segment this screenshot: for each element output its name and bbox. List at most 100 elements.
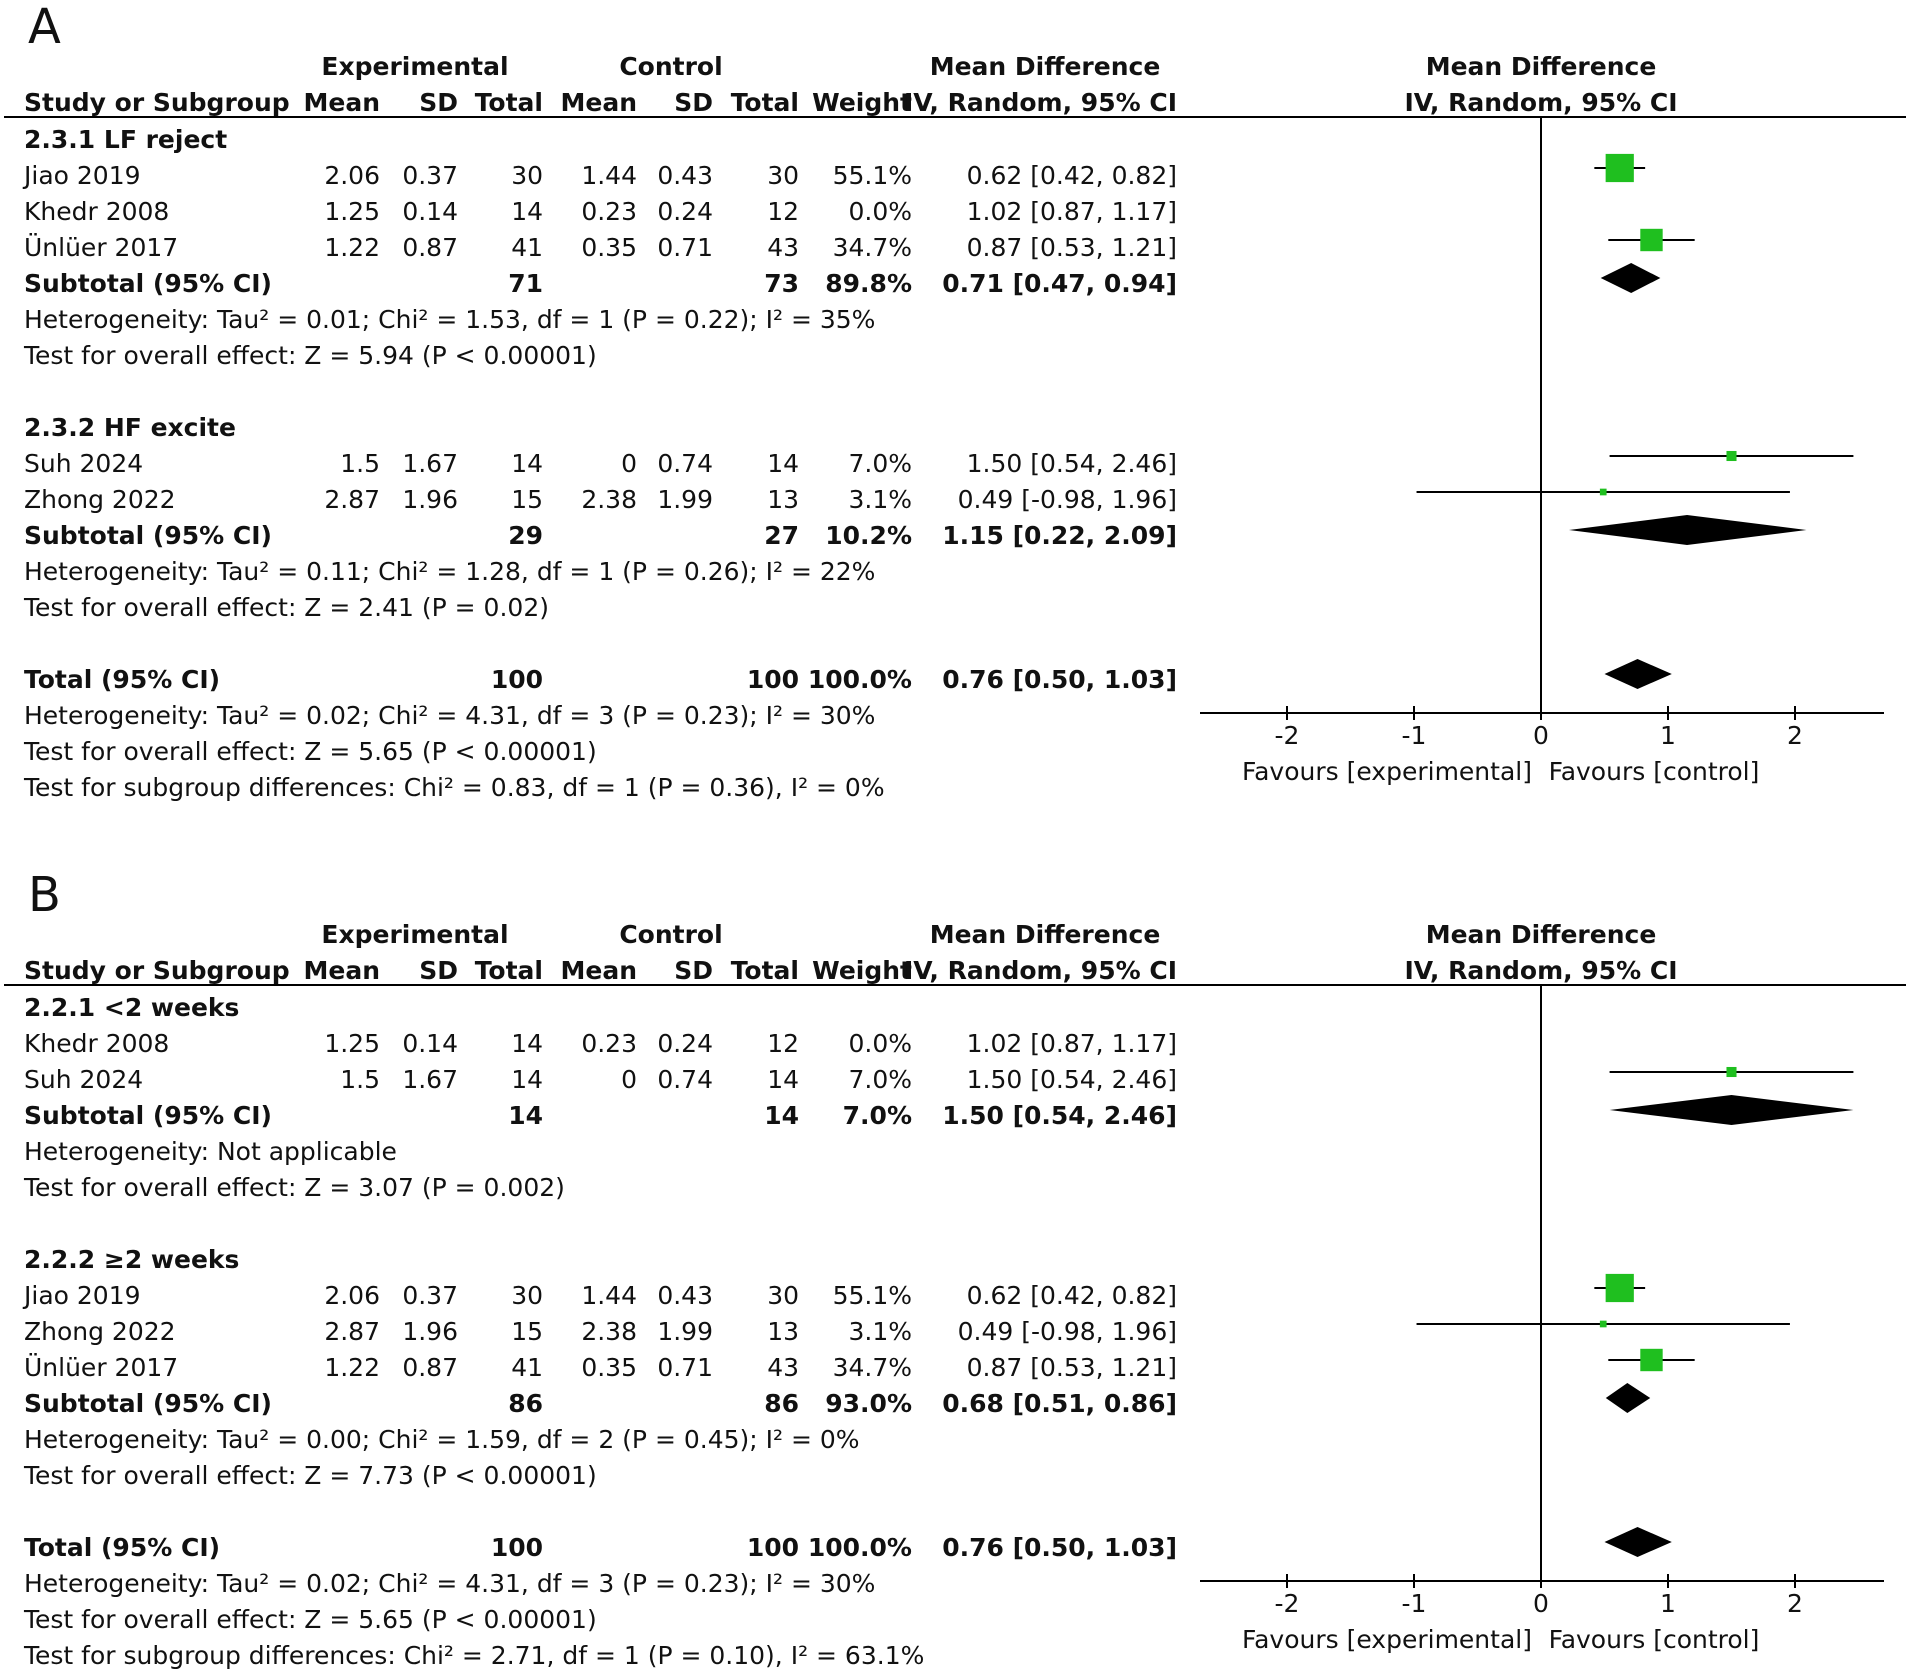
cell-study: Zhong 2022 bbox=[24, 485, 176, 514]
cell-etot: 15 bbox=[511, 485, 543, 514]
cell-etot: 14 bbox=[511, 1029, 543, 1058]
cell-etot: 41 bbox=[511, 233, 543, 262]
header-exp-sd: SD bbox=[419, 956, 458, 985]
cell-esd: 0.14 bbox=[402, 197, 458, 226]
header-study: Study or Subgroup bbox=[24, 88, 290, 117]
cell-etot: 14 bbox=[511, 197, 543, 226]
effect-square bbox=[1599, 488, 1607, 496]
total-exp-total: 100 bbox=[490, 1533, 543, 1562]
cell-cmean: 0.35 bbox=[581, 1353, 637, 1382]
cell-esd: 0.87 bbox=[402, 233, 458, 262]
header-weight: Weight bbox=[812, 956, 912, 985]
header-plot-mean-difference: Mean Difference bbox=[1425, 920, 1657, 949]
subgroup-title: 2.3.2 HF excite bbox=[24, 413, 236, 442]
x-axis-tick-label: 0 bbox=[1533, 1589, 1549, 1618]
header-experimental: Experimental bbox=[321, 920, 509, 949]
cell-etot: 30 bbox=[511, 161, 543, 190]
subgroup-title: 2.3.1 LF reject bbox=[24, 125, 228, 154]
cell-weight: 7.0% bbox=[848, 1065, 912, 1094]
cell-study: Zhong 2022 bbox=[24, 1317, 176, 1346]
cell-cmean: 1.44 bbox=[581, 161, 637, 190]
subtotal-diamond bbox=[1600, 263, 1661, 293]
total-weight: 100.0% bbox=[807, 1533, 912, 1562]
cell-cmean: 0.35 bbox=[581, 233, 637, 262]
subgroup-differences-text: Test for subgroup differences: Chi² = 2.… bbox=[24, 1641, 925, 1670]
cell-ctot: 43 bbox=[767, 1353, 799, 1382]
cell-esd: 1.96 bbox=[402, 485, 458, 514]
subtotal-exp-total: 29 bbox=[508, 521, 543, 550]
effect-square bbox=[1599, 1320, 1607, 1328]
panel-letter: B bbox=[28, 867, 61, 923]
cell-weight: 55.1% bbox=[832, 161, 912, 190]
cell-ci: 0.87 [0.53, 1.21] bbox=[966, 1353, 1177, 1382]
header-exp-mean: Mean bbox=[303, 956, 380, 985]
effect-square bbox=[1605, 153, 1634, 183]
cell-etot: 41 bbox=[511, 1353, 543, 1382]
overall-effect-text: Test for overall effect: Z = 3.07 (P = 0… bbox=[24, 1173, 565, 1202]
cell-ctot: 12 bbox=[767, 197, 799, 226]
cell-weight: 3.1% bbox=[848, 485, 912, 514]
subtotal-exp-total: 86 bbox=[508, 1389, 543, 1418]
heterogeneity-text: Heterogeneity: Tau² = 0.00; Chi² = 1.59,… bbox=[24, 1425, 860, 1454]
cell-study: Khedr 2008 bbox=[24, 1029, 170, 1058]
subgroup-title: 2.2.2 ≥2 weeks bbox=[24, 1245, 240, 1274]
total-weight: 100.0% bbox=[807, 665, 912, 694]
cell-ci: 1.02 [0.87, 1.17] bbox=[966, 197, 1177, 226]
cell-esd: 0.87 bbox=[402, 1353, 458, 1382]
header-ctrl-mean: Mean bbox=[560, 956, 637, 985]
effect-square bbox=[1605, 1273, 1634, 1303]
cell-cmean: 2.38 bbox=[581, 1317, 637, 1346]
subtotal-exp-total: 14 bbox=[508, 1101, 543, 1130]
header-plot-md-method: IV, Random, 95% CI bbox=[1404, 88, 1678, 117]
cell-esd: 1.67 bbox=[402, 1065, 458, 1094]
total-ci: 0.76 [0.50, 1.03] bbox=[942, 1533, 1177, 1562]
cell-ctot: 13 bbox=[767, 1317, 799, 1346]
header-exp-mean: Mean bbox=[303, 88, 380, 117]
cell-ctot: 43 bbox=[767, 233, 799, 262]
subgroup-differences-text: Test for subgroup differences: Chi² = 0.… bbox=[24, 773, 885, 802]
header-ctrl-mean: Mean bbox=[560, 88, 637, 117]
cell-ctot: 12 bbox=[767, 1029, 799, 1058]
total-diamond bbox=[1604, 1527, 1672, 1557]
favours-experimental-label: Favours [experimental] bbox=[1242, 1625, 1532, 1654]
header-control: Control bbox=[619, 920, 723, 949]
cell-study: Suh 2024 bbox=[24, 449, 144, 478]
cell-emean: 2.06 bbox=[324, 161, 380, 190]
cell-csd: 0.43 bbox=[657, 1281, 713, 1310]
cell-ci: 1.50 [0.54, 2.46] bbox=[966, 449, 1177, 478]
subtotal-ctrl-total: 27 bbox=[764, 521, 799, 550]
subtotal-label: Subtotal (95% CI) bbox=[24, 1389, 272, 1418]
header-plot-md-method: IV, Random, 95% CI bbox=[1404, 956, 1678, 985]
total-exp-total: 100 bbox=[490, 665, 543, 694]
subtotal-ci: 0.68 [0.51, 0.86] bbox=[942, 1389, 1177, 1418]
subtotal-label: Subtotal (95% CI) bbox=[24, 269, 272, 298]
cell-weight: 0.0% bbox=[848, 1029, 912, 1058]
cell-ctot: 30 bbox=[767, 161, 799, 190]
cell-emean: 1.22 bbox=[324, 233, 380, 262]
subtotal-weight: 7.0% bbox=[842, 1101, 912, 1130]
header-control: Control bbox=[619, 52, 723, 81]
cell-weight: 55.1% bbox=[832, 1281, 912, 1310]
cell-csd: 0.24 bbox=[657, 1029, 713, 1058]
cell-study: Suh 2024 bbox=[24, 1065, 144, 1094]
total-ctrl-total: 100 bbox=[746, 1533, 799, 1562]
header-experimental: Experimental bbox=[321, 52, 509, 81]
subtotal-weight: 10.2% bbox=[825, 521, 912, 550]
header-weight: Weight bbox=[812, 88, 912, 117]
cell-csd: 1.99 bbox=[657, 1317, 713, 1346]
header-exp-total: Total bbox=[474, 956, 543, 985]
subtotal-label: Subtotal (95% CI) bbox=[24, 521, 272, 550]
cell-etot: 30 bbox=[511, 1281, 543, 1310]
header-mean-difference: Mean Difference bbox=[929, 920, 1161, 949]
cell-csd: 0.24 bbox=[657, 197, 713, 226]
header-exp-total: Total bbox=[474, 88, 543, 117]
effect-square bbox=[1726, 450, 1737, 462]
subtotal-diamond bbox=[1568, 515, 1807, 545]
x-axis-tick-label: 1 bbox=[1660, 1589, 1676, 1618]
cell-emean: 2.87 bbox=[324, 1317, 380, 1346]
effect-square bbox=[1640, 228, 1663, 252]
cell-cmean: 0 bbox=[621, 449, 637, 478]
heterogeneity-text: Heterogeneity: Tau² = 0.11; Chi² = 1.28,… bbox=[24, 557, 876, 586]
cell-ctot: 14 bbox=[767, 449, 799, 478]
subgroup-title: 2.2.1 <2 weeks bbox=[24, 993, 240, 1022]
